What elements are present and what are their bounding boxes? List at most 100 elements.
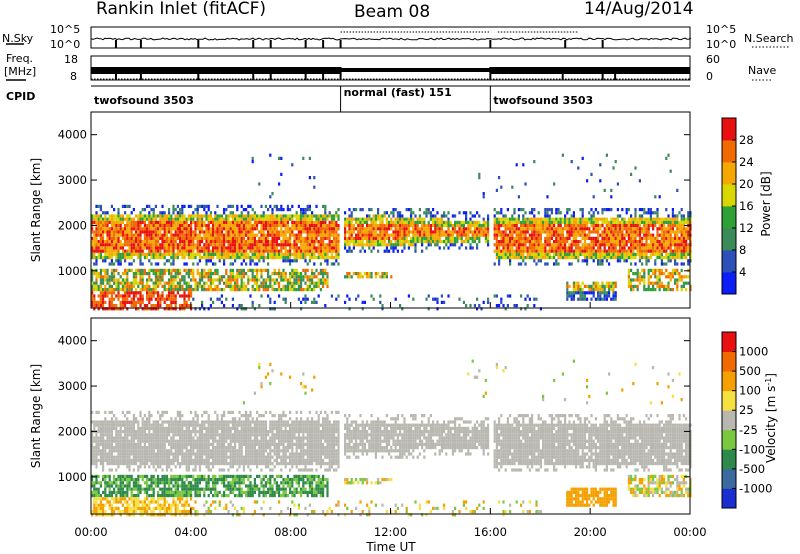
heatmap-cell	[185, 236, 188, 240]
heatmap-cell	[260, 256, 263, 260]
heatmap-cell	[471, 224, 474, 228]
heatmap-cell	[247, 268, 250, 272]
heatmap-cell	[267, 230, 270, 234]
nsky-panel	[90, 26, 691, 49]
heatmap-cell	[421, 230, 424, 234]
heatmap-cell	[570, 294, 573, 298]
heatmap-cell	[544, 240, 547, 244]
heatmap-cell	[616, 220, 619, 224]
heatmap-cell	[328, 211, 331, 215]
heatmap-cell	[163, 272, 166, 276]
heatmap-cell	[152, 240, 155, 244]
heatmap-cell	[572, 240, 575, 244]
heatmap-cell	[410, 217, 413, 221]
heatmap-cell	[174, 297, 177, 301]
heatmap-cell	[196, 217, 199, 221]
heatmap-cell	[429, 230, 432, 234]
heatmap-cell	[623, 252, 626, 256]
heatmap-cell	[407, 227, 410, 231]
heatmap-cell	[119, 230, 122, 234]
heatmap-cell	[658, 220, 661, 224]
heatmap-cell	[176, 214, 179, 218]
heatmap-cell	[566, 227, 569, 231]
heatmap-cell	[377, 227, 380, 231]
heatmap-cell	[515, 256, 518, 260]
heatmap-cell	[311, 272, 314, 276]
heatmap-cell	[253, 243, 256, 247]
heatmap-cell	[106, 288, 109, 292]
heatmap-cell	[282, 278, 285, 282]
heatmap-cell	[108, 217, 111, 221]
heatmap-cell	[513, 304, 516, 308]
heatmap-cell	[313, 224, 316, 228]
heatmap-cell	[557, 208, 560, 212]
heatmap-cell	[273, 288, 276, 292]
heatmap-cell	[260, 284, 263, 288]
heatmap-cell	[388, 243, 391, 247]
heatmap-cell	[295, 272, 298, 276]
heatmap-cell	[344, 240, 347, 244]
heatmap-cell	[608, 240, 611, 244]
heatmap-cell	[374, 272, 377, 276]
heatmap-cell	[245, 230, 248, 234]
heatmap-cell	[586, 284, 589, 288]
heatmap-cell	[106, 236, 109, 240]
heatmap-cell	[95, 281, 98, 285]
heatmap-cell	[381, 220, 384, 224]
heatmap-cell	[218, 240, 221, 244]
heatmap-cell	[447, 230, 450, 234]
heatmap-cell	[104, 252, 107, 256]
heatmap-cell	[135, 230, 138, 234]
heatmap-cell	[630, 249, 633, 253]
heatmap-cell	[480, 230, 483, 234]
heatmap-cell	[621, 208, 624, 212]
heatmap-cell	[359, 275, 362, 279]
heatmap-cell	[97, 490, 100, 494]
heatmap-cell	[227, 230, 230, 234]
heatmap-cell	[553, 224, 556, 228]
heatmap-cell	[555, 233, 558, 237]
heatmap-cell	[119, 252, 122, 256]
heatmap-cell	[128, 256, 131, 260]
heatmap-cell	[586, 224, 589, 228]
heatmap-cell	[141, 297, 144, 301]
heatmap-cell	[302, 268, 305, 272]
heatmap-cell	[278, 294, 281, 298]
heatmap-cell	[625, 211, 628, 215]
heatmap-cell	[91, 420, 94, 424]
heatmap-cell	[388, 220, 391, 224]
heatmap-cell	[148, 268, 151, 272]
heatmap-cell	[412, 297, 415, 301]
heatmap-cell	[667, 240, 670, 244]
heatmap-cell	[225, 268, 228, 272]
heatmap-cell	[121, 278, 124, 282]
heatmap-cell	[676, 217, 679, 221]
heatmap-cell	[161, 297, 164, 301]
heatmap-cell	[682, 227, 685, 231]
heatmap-cell	[150, 240, 153, 244]
heatmap-cell	[143, 240, 146, 244]
heatmap-cell	[97, 275, 100, 279]
heatmap-cell	[214, 288, 217, 292]
heatmap-cell	[269, 307, 272, 311]
heatmap-cell	[344, 220, 347, 224]
heatmap-cell	[588, 249, 591, 253]
heatmap-cell	[205, 281, 208, 285]
heatmap-cell	[326, 249, 329, 253]
heatmap-cell	[542, 256, 545, 260]
heatmap-cell	[544, 220, 547, 224]
heatmap-cell	[438, 224, 441, 228]
heatmap-cell	[115, 307, 118, 311]
heatmap-cell	[601, 252, 604, 256]
heatmap-cell	[223, 256, 226, 260]
heatmap-cell	[414, 236, 417, 240]
heatmap-cell	[533, 214, 536, 218]
heatmap-cell	[231, 262, 234, 266]
heatmap-cell	[214, 243, 217, 247]
heatmap-cell	[97, 227, 100, 231]
heatmap-cell	[278, 233, 281, 237]
heatmap-cell	[159, 236, 162, 240]
heatmap-cell	[124, 233, 127, 237]
heatmap-cell	[671, 227, 674, 231]
heatmap-cell	[192, 243, 195, 247]
